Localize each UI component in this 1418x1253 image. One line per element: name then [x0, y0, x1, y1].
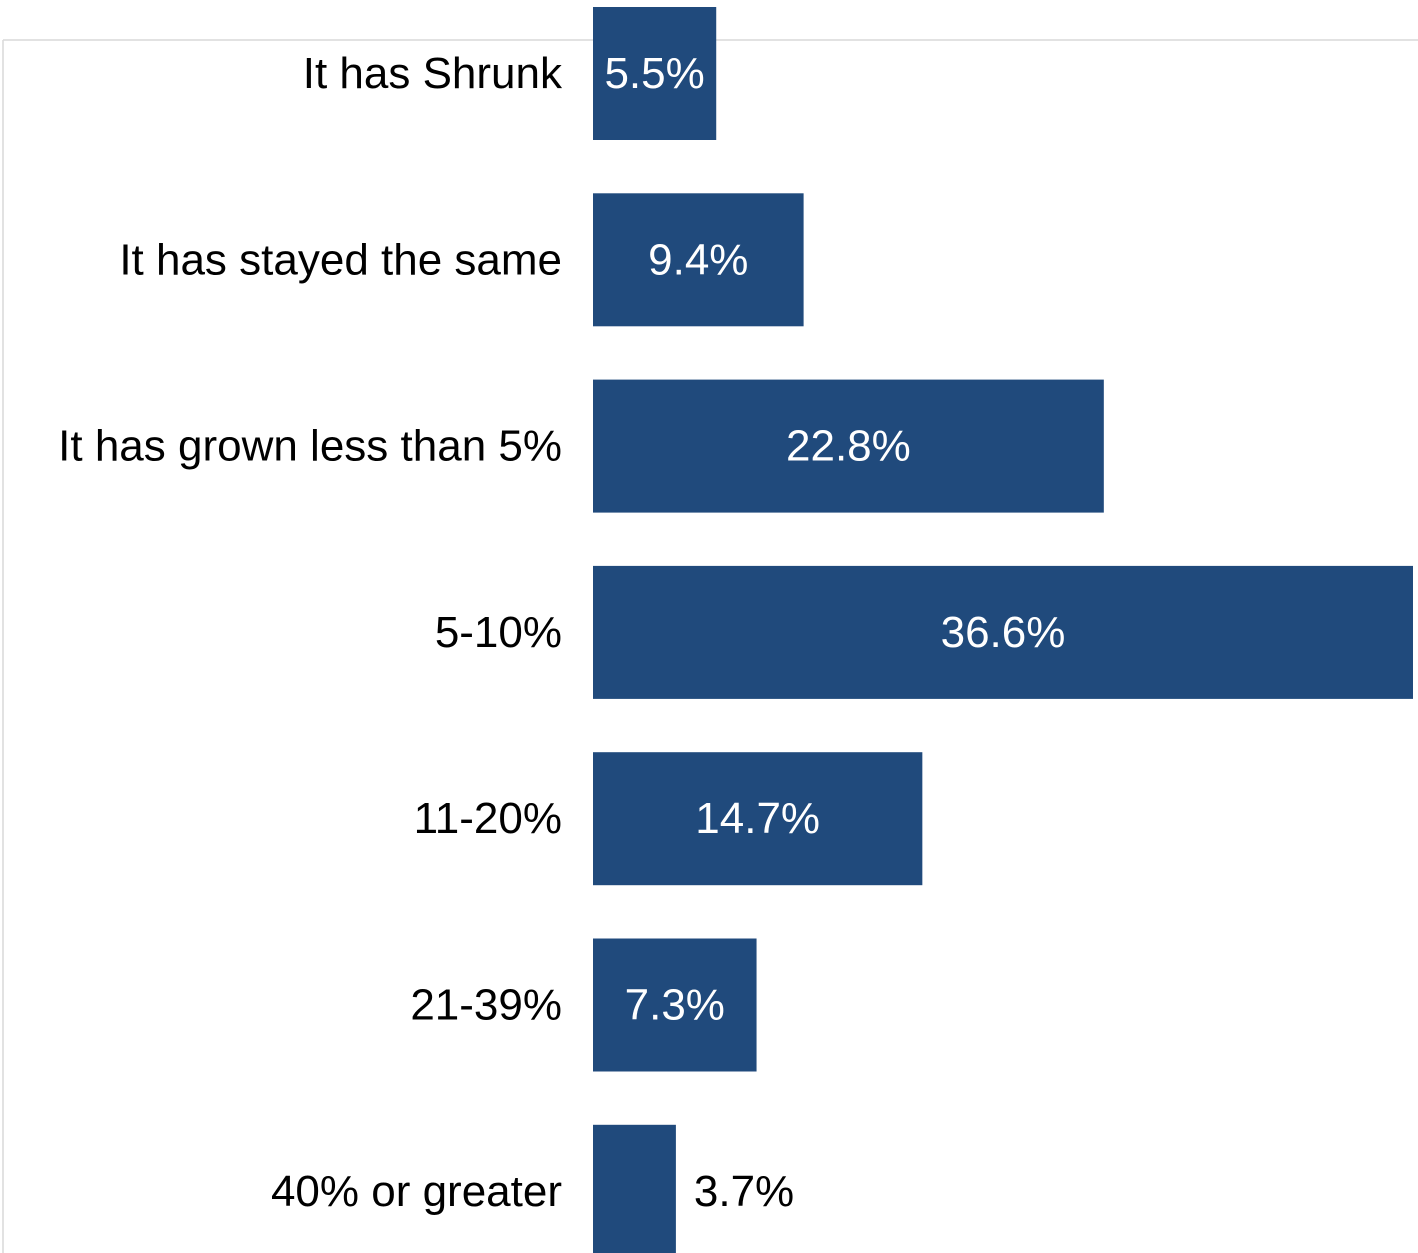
- data-label: 9.4%: [648, 235, 748, 284]
- data-label: 7.3%: [625, 981, 725, 1030]
- data-label: 36.6%: [941, 608, 1066, 657]
- category-labels: It has Shrunk It has stayed the same It ha…: [58, 49, 563, 1216]
- bar: [593, 193, 804, 327]
- data-label: 5.5%: [604, 49, 704, 98]
- bar: [593, 565, 1413, 699]
- bar: [593, 379, 1104, 513]
- category-label: 11-20%: [414, 794, 562, 843]
- bar: [593, 938, 757, 1072]
- category-label: 40% or greater: [271, 1167, 562, 1216]
- category-label: 5-10%: [435, 608, 562, 657]
- data-label: 22.8%: [786, 422, 911, 471]
- category-label: It has grown less than 5%: [58, 422, 562, 471]
- category-label: It has Shrunk: [303, 49, 563, 98]
- data-label: 14.7%: [695, 794, 820, 843]
- data-label: 3.7%: [694, 1167, 794, 1216]
- bar: [593, 7, 717, 140]
- bar: [593, 1124, 676, 1253]
- category-label: It has stayed the same: [119, 235, 562, 284]
- data-labels: 5.5% 9.4% 22.8% 36.6% 14.7% 7.3% 3.7%: [604, 49, 1065, 1216]
- bar-group: [593, 7, 1413, 1253]
- bar: [593, 752, 923, 886]
- category-label: 21-39%: [410, 981, 562, 1030]
